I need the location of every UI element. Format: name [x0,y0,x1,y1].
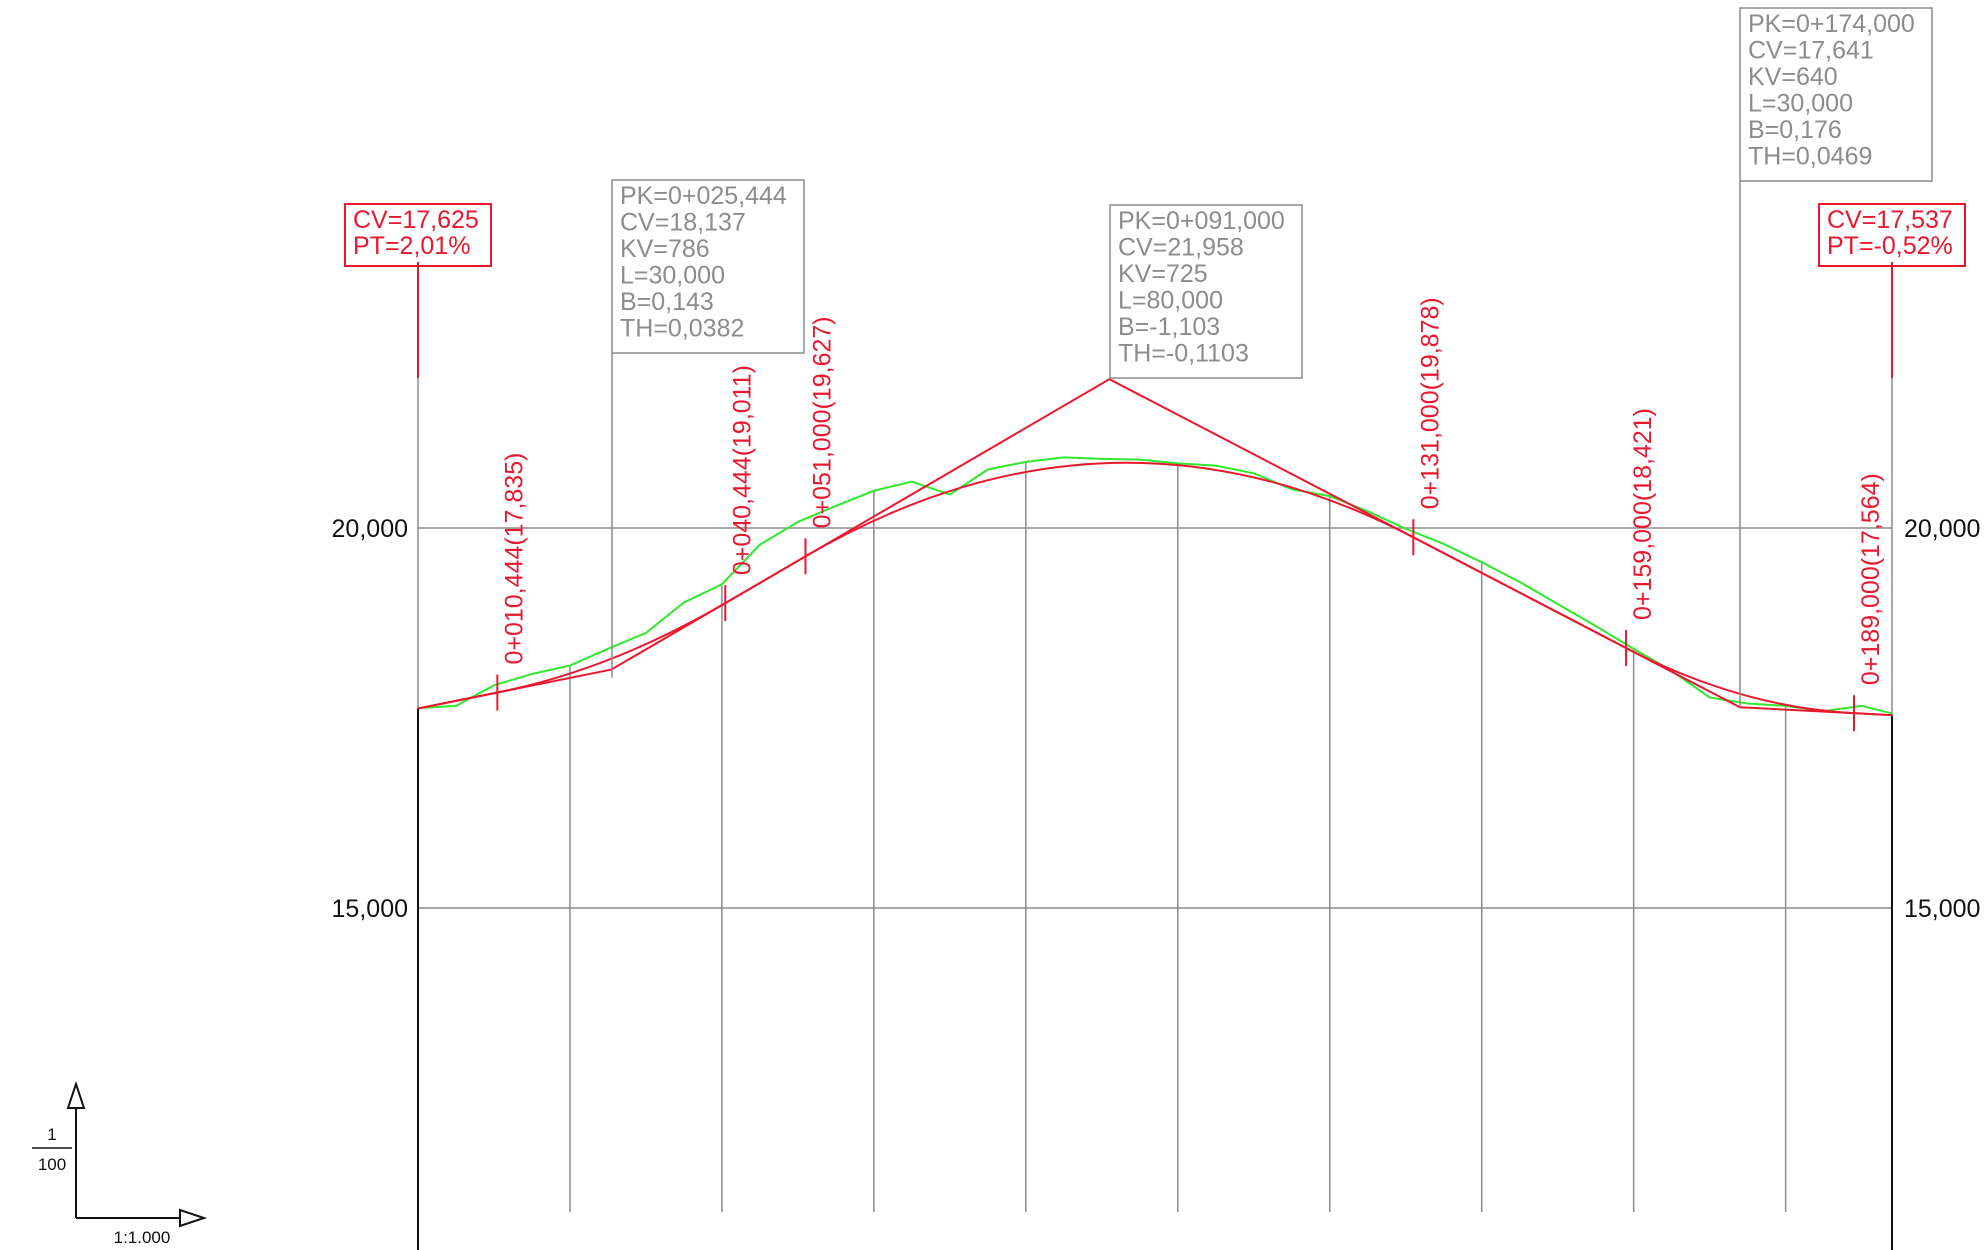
vertex-info-line: B=0,176 [1748,116,1842,144]
end-point-label: PT=-0,52% [1827,232,1953,260]
terrain-line [417,456,1893,715]
terrain-layer [417,456,1893,715]
tangent-point-label: 0+159,000(18,421) [1629,408,1657,620]
end-point-box [1818,203,1966,267]
vertical-scale-numerator: 1 [47,1125,56,1144]
vertex-info-line: B=0,143 [620,288,714,316]
tangent-point-label: 0+051,000(19,627) [808,316,836,528]
vertex-info-line: KV=640 [1748,63,1838,91]
y-tick-label-left: 15,000 [332,895,408,923]
y-tick-label-left: 20,000 [332,515,408,543]
start-point-label: CV=17,625 [353,206,479,234]
grid-layer: 15,000 15,000 20,000 20,000 [332,378,1980,1250]
vertex-info-line: L=80,000 [1118,287,1223,315]
vertex-info-box [611,179,805,354]
vertex-info-line: B=-1,103 [1118,313,1220,341]
vertical-scale-arrowhead [66,1080,86,1109]
label-layer: 0+010,444(17,835) 0+040,444(19,011) 0+051,… [344,7,1966,708]
vertical-scale-denominator: 100 [38,1155,66,1174]
vertical-curve [417,461,1893,717]
vertex-info-line: L=30,000 [1748,90,1853,118]
tangent-point-label: 0+131,000(19,878) [1416,297,1444,509]
vertex-info-line: PK=0+025,444 [620,182,787,210]
tangent-point-label: 0+189,000(17,564) [1857,473,1885,685]
horizontal-scale-arrowhead [179,1208,208,1228]
vertex-info-line: CV=17,641 [1748,37,1874,65]
vertex-info-line: CV=18,137 [620,209,746,237]
y-tick-label-right: 15,000 [1904,895,1980,923]
vertex-info-line: TH=0,0382 [620,315,744,343]
vertex-info-box [1739,7,1933,182]
vertex-info-line: TH=0,0469 [1748,143,1872,171]
tangent-point-label: 0+040,444(19,011) [728,365,756,575]
start-point-label: PT=2,01% [353,232,470,260]
vertex-info-line: PK=0+174,000 [1748,10,1915,38]
horizontal-scale-label: 1:1.000 [114,1228,171,1247]
vertex-info-line: CV=21,958 [1118,234,1244,262]
grade-polygon [417,378,1893,717]
start-point-box [344,203,492,267]
end-point-label: CV=17,537 [1827,206,1953,234]
tangent-point-label: 0+010,444(17,835) [500,453,528,665]
vertex-info-line: L=30,000 [620,262,725,290]
y-tick-label-right: 20,000 [1904,515,1980,543]
vertex-info-line: TH=-0,1103 [1118,340,1249,368]
vertex-info-line: KV=725 [1118,260,1208,288]
vertex-info-line: KV=786 [620,235,710,263]
vertex-info-line: PK=0+091,000 [1118,207,1285,235]
vertex-info-box [1109,204,1303,379]
scale-indicator: 1 100 1:1.000 [32,1080,208,1247]
